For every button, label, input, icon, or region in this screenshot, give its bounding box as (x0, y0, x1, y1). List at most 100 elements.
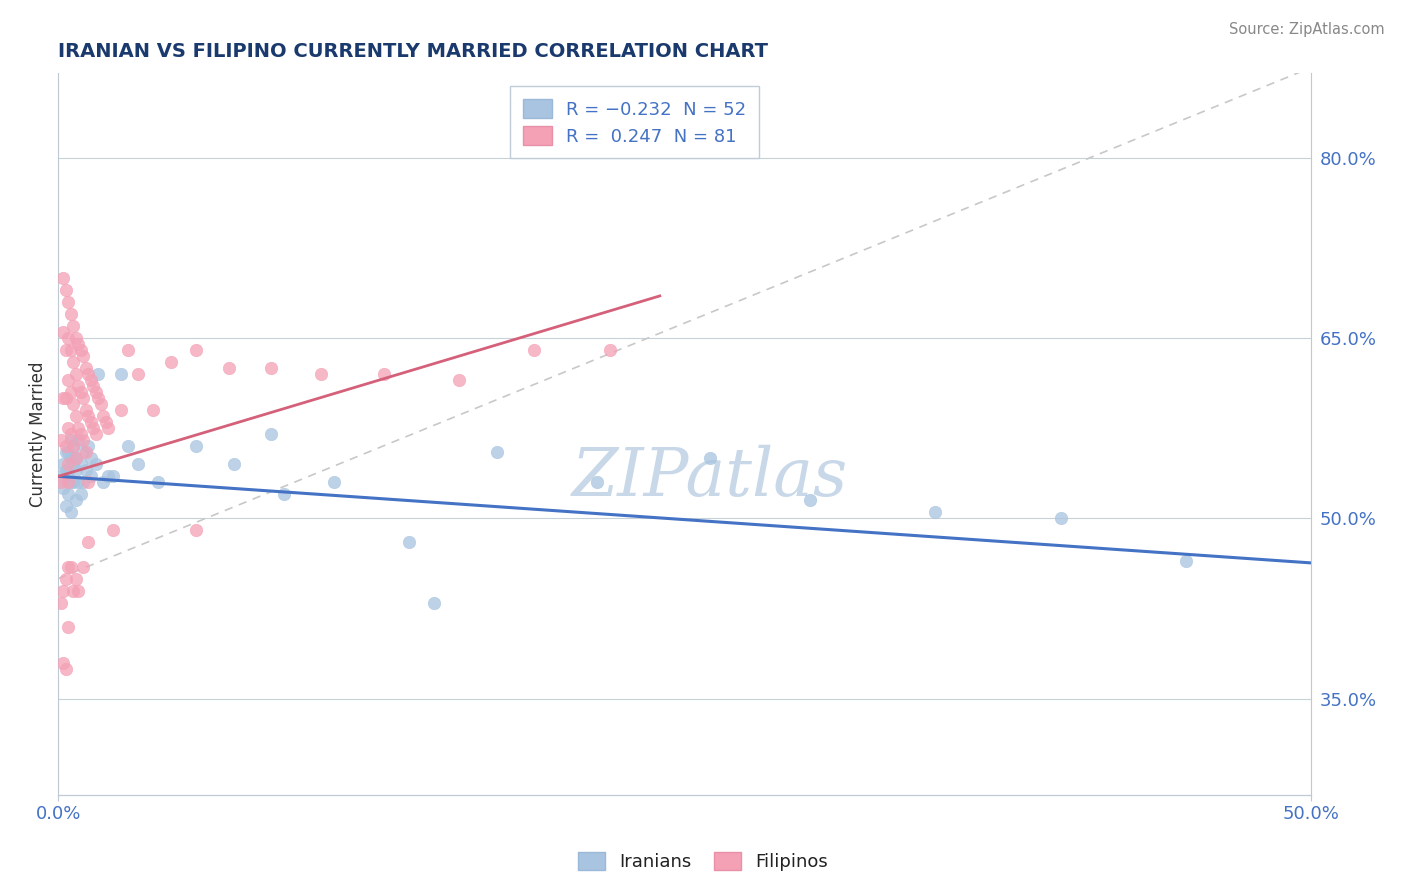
Point (449, 373, 471, 387)
Point (184, 343, 207, 357)
Point (58, 445, 80, 459)
Point (523, 343, 546, 357)
Point (59, 343, 82, 357)
Point (52, 391, 75, 405)
Point (127, 367, 149, 381)
Point (799, 493, 821, 508)
Point (599, 343, 621, 357)
Point (103, 524, 125, 538)
Point (127, 458, 149, 472)
Point (72, 475, 94, 490)
Point (65, 572, 87, 586)
Point (80, 451, 103, 466)
Point (117, 343, 139, 357)
Point (62, 439, 84, 453)
Legend: Iranians, Filipinos: Iranians, Filipinos (571, 845, 835, 879)
Point (59, 475, 82, 490)
Point (65, 451, 87, 466)
Point (91, 475, 114, 490)
Point (1175, 553, 1198, 567)
Point (69, 385, 91, 400)
Point (62, 475, 84, 490)
Point (59, 451, 82, 466)
Point (67, 434, 90, 448)
Point (148, 475, 170, 490)
Point (52, 583, 75, 598)
Point (65, 463, 87, 477)
Point (80, 373, 103, 387)
Point (67, 421, 90, 435)
Point (80, 415, 103, 429)
Point (55, 662, 77, 676)
Point (69, 427, 91, 442)
Point (90, 397, 112, 411)
Point (82, 421, 104, 435)
Point (97, 469, 120, 483)
Point (65, 409, 87, 424)
Point (142, 403, 165, 417)
Point (77, 475, 100, 490)
Point (58, 559, 80, 574)
Point (184, 524, 207, 538)
Point (55, 445, 77, 459)
Point (91, 409, 114, 424)
Point (69, 487, 91, 501)
Point (222, 458, 245, 472)
Point (49, 475, 72, 490)
Point (87, 367, 110, 381)
Point (49, 596, 72, 610)
Point (75, 361, 97, 376)
Point (58, 475, 80, 490)
Point (87, 391, 110, 405)
Point (69, 458, 91, 472)
Point (62, 397, 84, 411)
Point (311, 367, 333, 381)
Point (59, 307, 82, 321)
Point (65, 331, 87, 345)
Point (160, 355, 183, 369)
Point (586, 475, 609, 490)
Point (52, 325, 75, 339)
Point (67, 379, 90, 393)
Point (55, 572, 77, 586)
Point (67, 583, 90, 598)
Point (62, 439, 84, 453)
Point (82, 379, 104, 393)
Point (75, 463, 97, 477)
Point (59, 559, 82, 574)
Point (62, 583, 84, 598)
Point (58, 469, 80, 483)
Point (218, 361, 240, 376)
Point (423, 596, 446, 610)
Point (77, 439, 100, 453)
Point (55, 500, 77, 514)
Point (55, 391, 77, 405)
Point (58, 620, 80, 634)
Point (52, 481, 75, 495)
Point (55, 439, 77, 453)
Point (65, 367, 87, 381)
Point (72, 445, 94, 459)
Point (72, 434, 94, 448)
Point (59, 427, 82, 442)
Point (273, 487, 295, 501)
Point (75, 445, 97, 459)
Point (55, 343, 77, 357)
Legend: R = −0.232  N = 52, R =  0.247  N = 81: R = −0.232 N = 52, R = 0.247 N = 81 (510, 86, 759, 159)
Point (55, 463, 77, 477)
Y-axis label: Currently Married: Currently Married (30, 361, 46, 507)
Text: IRANIAN VS FILIPINO CURRENTLY MARRIED CORRELATION CHART: IRANIAN VS FILIPINO CURRENTLY MARRIED CO… (58, 42, 768, 61)
Point (184, 439, 207, 453)
Point (58, 295, 80, 310)
Point (80, 469, 103, 483)
Text: ZIPatlas: ZIPatlas (572, 445, 848, 510)
Point (59, 385, 82, 400)
Point (485, 445, 508, 459)
Point (84, 427, 107, 442)
Point (260, 361, 283, 376)
Point (97, 421, 120, 435)
Point (58, 487, 80, 501)
Point (103, 469, 125, 483)
Point (67, 337, 90, 351)
Point (62, 355, 84, 369)
